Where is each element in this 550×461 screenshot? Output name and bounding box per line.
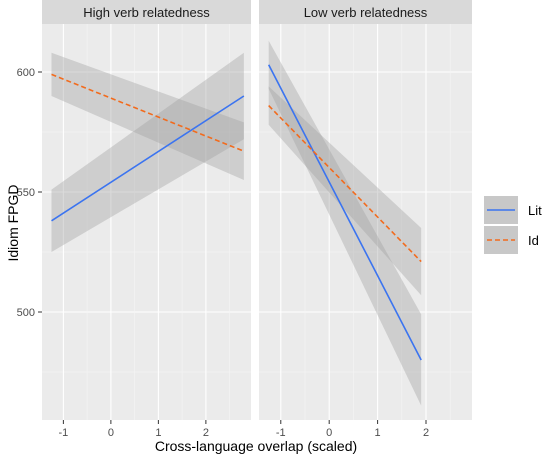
x-tick-label: -1 (276, 427, 286, 439)
x-tick-label: -1 (58, 427, 68, 439)
legend: Lit Id (484, 196, 542, 254)
confidence-band-lit (51, 52, 244, 252)
panel-title: Low verb relatedness (304, 5, 428, 20)
panel-1: High verb relatedness -1 0 1 2 (42, 0, 251, 439)
x-tick-label: 0 (108, 427, 114, 439)
legend-item-lit: Lit (484, 196, 542, 224)
strip-background (259, 0, 472, 24)
confidence-band-lit (268, 40, 422, 406)
grid (259, 24, 472, 420)
x-tick-label: 0 (326, 427, 332, 439)
legend-label: Lit (528, 203, 542, 218)
y-tick-label: 500 (17, 307, 35, 319)
panel-background (42, 24, 251, 420)
y-tick-label: 600 (17, 67, 35, 79)
panel-title: High verb relatedness (83, 5, 210, 20)
x-tick-label: 2 (203, 427, 209, 439)
y-axis: 500 550 600 (17, 67, 42, 319)
panel-background (259, 24, 472, 420)
y-axis-title: Idiom FPGD (5, 184, 21, 261)
legend-label: Id (528, 233, 539, 248)
series-line-id (268, 105, 422, 263)
panel-2: Low verb relatedness -1 0 1 2 (259, 0, 472, 439)
x-axis: -1 0 1 2 (58, 420, 209, 439)
x-tick-label: 1 (155, 427, 161, 439)
x-tick-label: 2 (423, 427, 429, 439)
series-line-lit (51, 95, 245, 222)
y-tick-label: 550 (17, 187, 35, 199)
legend-item-id: Id (484, 226, 539, 254)
x-axis: -1 0 1 2 (276, 420, 429, 439)
series-line-id (51, 73, 245, 152)
series-line-lit (267, 64, 422, 361)
grid (42, 24, 251, 420)
x-tick-label: 1 (375, 427, 381, 439)
x-axis-title: Cross-language overlap (scaled) (155, 438, 357, 454)
strip-background (42, 0, 251, 24)
confidence-band-id (51, 52, 244, 180)
